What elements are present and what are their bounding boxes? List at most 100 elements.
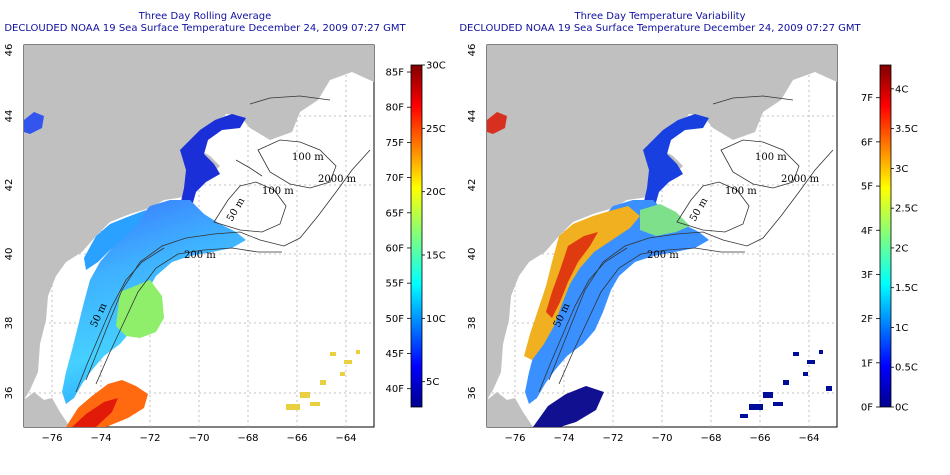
right-colorbar-c-label: 1.5C	[895, 283, 918, 294]
left-colorbar-celsius-labels: 5C 10C 15C 20C 25C 30C	[422, 61, 446, 388]
left-lon-ticks: −76 −74 −72 −70 −68 −66 −64	[41, 433, 356, 444]
contour-label-2000m: 2000 m	[318, 174, 357, 185]
right-land-southeast	[487, 392, 533, 427]
left-sst-cape-cod-patch	[24, 112, 44, 134]
right-lon-tick-66: −66	[749, 433, 770, 444]
right-var-green-band	[640, 204, 690, 236]
left-colorbar-f-label: 50F	[386, 314, 405, 325]
right-colorbar-c-label: 1C	[895, 323, 908, 334]
left-lon-tick-70: −70	[188, 433, 209, 444]
right-lat-tick-38: 38	[467, 317, 478, 330]
right-colorbar-f-label: 7F	[861, 93, 873, 104]
right-colorbar-f-label: 4F	[861, 226, 873, 237]
right-contour-label-200m: 200 m	[647, 250, 679, 261]
right-lon-tick-70: −70	[651, 433, 672, 444]
left-lon-tick-66: −66	[286, 433, 307, 444]
left-lat-tick-44: 44	[4, 110, 15, 123]
contour-label-100m-b: 100 m	[262, 186, 294, 197]
left-colorbar-fahrenheit-labels: 40F 45F 50F 55F 60F 65F 70F 75F 80F 85F	[386, 68, 411, 395]
left-bathymetry-contours	[75, 95, 371, 393]
right-colorbar-f-label: 2F	[861, 314, 873, 325]
right-colorbar-c-label: 0C	[895, 403, 908, 414]
right-var-south-dark	[533, 386, 604, 427]
right-colorbar-c-label: 2.5C	[895, 204, 918, 215]
left-colorbar: 40F 45F 50F 55F 60F 65F 70F 75F 80F 85F 5C 10C 15C 2…	[386, 61, 446, 408]
right-colorbar-gradient	[879, 64, 892, 408]
right-land-mass	[487, 45, 837, 400]
right-lat-tick-44: 44	[467, 110, 478, 123]
right-title-line2: DECLOUDED NOAA 19 Sea Surface Temperatur…	[459, 23, 861, 34]
right-colorbar-c-label: 3C	[895, 164, 908, 175]
left-colorbar-f-label: 55F	[386, 279, 405, 290]
right-lon-tick-64: −64	[798, 433, 819, 444]
left-sst-gulfstream-core	[72, 398, 118, 427]
left-lat-tick-46: 46	[4, 44, 15, 57]
right-var-red-streak	[546, 232, 598, 318]
left-colorbar-c-label: 5C	[426, 377, 439, 388]
right-map: 100 m 100 m 2000 m 50 m 200 m 50 m −76 −…	[467, 44, 838, 444]
left-lat-ticks: 36 38 40 42 44 46	[4, 44, 15, 400]
right-lat-tick-42: 42	[467, 179, 478, 192]
right-colorbar: 0F 1F 2F 3F 4F 5F 6F 7F 0C 0.5C 1C 1.5C 2C 2.5C 3C 3.5…	[861, 64, 918, 414]
right-lon-ticks: −76 −74 −72 −70 −68 −66 −64	[504, 433, 819, 444]
right-var-offshore-specks	[740, 350, 832, 418]
right-colorbar-c-label: 4C	[895, 84, 908, 95]
contour-label-100m-a: 100 m	[292, 152, 324, 163]
left-title-line2: DECLOUDED NOAA 19 Sea Surface Temperatur…	[4, 23, 406, 34]
left-colorbar-f-label: 45F	[386, 349, 405, 360]
right-colorbar-c-label: 2C	[895, 243, 908, 254]
left-map: 100 m 100 m 2000 m 50 m 200 m 50 m −76 −…	[4, 44, 375, 444]
left-lat-tick-36: 36	[4, 387, 15, 400]
left-lon-tick-76: −76	[41, 433, 62, 444]
right-colorbar-fahrenheit-labels: 0F 1F 2F 3F 4F 5F 6F 7F	[861, 93, 880, 414]
right-contour-label-100m-b: 100 m	[725, 186, 757, 197]
left-colorbar-c-label: 20C	[426, 187, 446, 198]
right-panel-title: Three Day Temperature Variability DECLOU…	[455, 11, 865, 35]
right-title-line1: Three Day Temperature Variability	[574, 11, 746, 22]
left-lat-tick-40: 40	[4, 248, 15, 261]
right-colorbar-f-label: 0F	[861, 403, 873, 414]
left-colorbar-f-label: 70F	[386, 173, 405, 184]
right-lat-tick-36: 36	[467, 387, 478, 400]
left-colorbar-f-label: 60F	[386, 243, 405, 254]
left-colorbar-c-label: 30C	[426, 61, 446, 72]
right-lon-tick-68: −68	[700, 433, 721, 444]
left-colorbar-f-label: 40F	[386, 384, 405, 395]
left-sst-warm-slope	[116, 280, 164, 338]
left-panel-title: Three Day Rolling Average DECLOUDED NOAA…	[0, 11, 410, 35]
right-colorbar-c-label: 3.5C	[895, 124, 918, 135]
right-lon-tick-72: −72	[602, 433, 623, 444]
left-colorbar-gradient	[410, 64, 423, 408]
left-lon-tick-72: −72	[139, 433, 160, 444]
right-lon-tick-76: −76	[504, 433, 525, 444]
left-sst-gulf-of-maine	[174, 114, 246, 238]
right-colorbar-celsius-labels: 0C 0.5C 1C 1.5C 2C 2.5C 3C 3.5C 4C	[891, 84, 918, 414]
left-colorbar-f-label: 75F	[386, 138, 405, 149]
right-colorbar-f-label: 5F	[861, 182, 873, 193]
left-sst-nearshore-nj	[84, 210, 146, 270]
right-colorbar-c-label: 0.5C	[895, 363, 918, 374]
right-lat-ticks: 36 38 40 42 44 46	[467, 44, 478, 400]
left-sst-offshore-specks	[286, 350, 360, 410]
right-colorbar-f-label: 1F	[861, 358, 873, 369]
right-lon-tick-74: −74	[553, 433, 574, 444]
left-land-mass	[24, 45, 374, 400]
right-var-high-coastal	[524, 206, 640, 360]
left-colorbar-f-label: 80F	[386, 103, 405, 114]
contour-label-200m: 200 m	[184, 250, 216, 261]
right-contour-label-100m-a: 100 m	[755, 152, 787, 163]
right-lat-tick-40: 40	[467, 248, 478, 261]
right-var-gulf-of-maine	[637, 114, 709, 238]
right-colorbar-f-label: 3F	[861, 270, 873, 281]
left-lon-tick-74: −74	[90, 433, 111, 444]
left-lon-tick-64: −64	[335, 433, 356, 444]
right-contour-label-2000m: 2000 m	[781, 174, 820, 185]
left-title-line1: Three Day Rolling Average	[138, 11, 272, 22]
right-bathymetry-contours	[538, 95, 834, 393]
right-var-cape-cod	[487, 112, 507, 134]
right-colorbar-f-label: 6F	[861, 137, 873, 148]
left-lat-tick-42: 42	[4, 179, 15, 192]
left-colorbar-c-label: 15C	[426, 251, 446, 262]
left-land-southeast	[24, 392, 70, 427]
